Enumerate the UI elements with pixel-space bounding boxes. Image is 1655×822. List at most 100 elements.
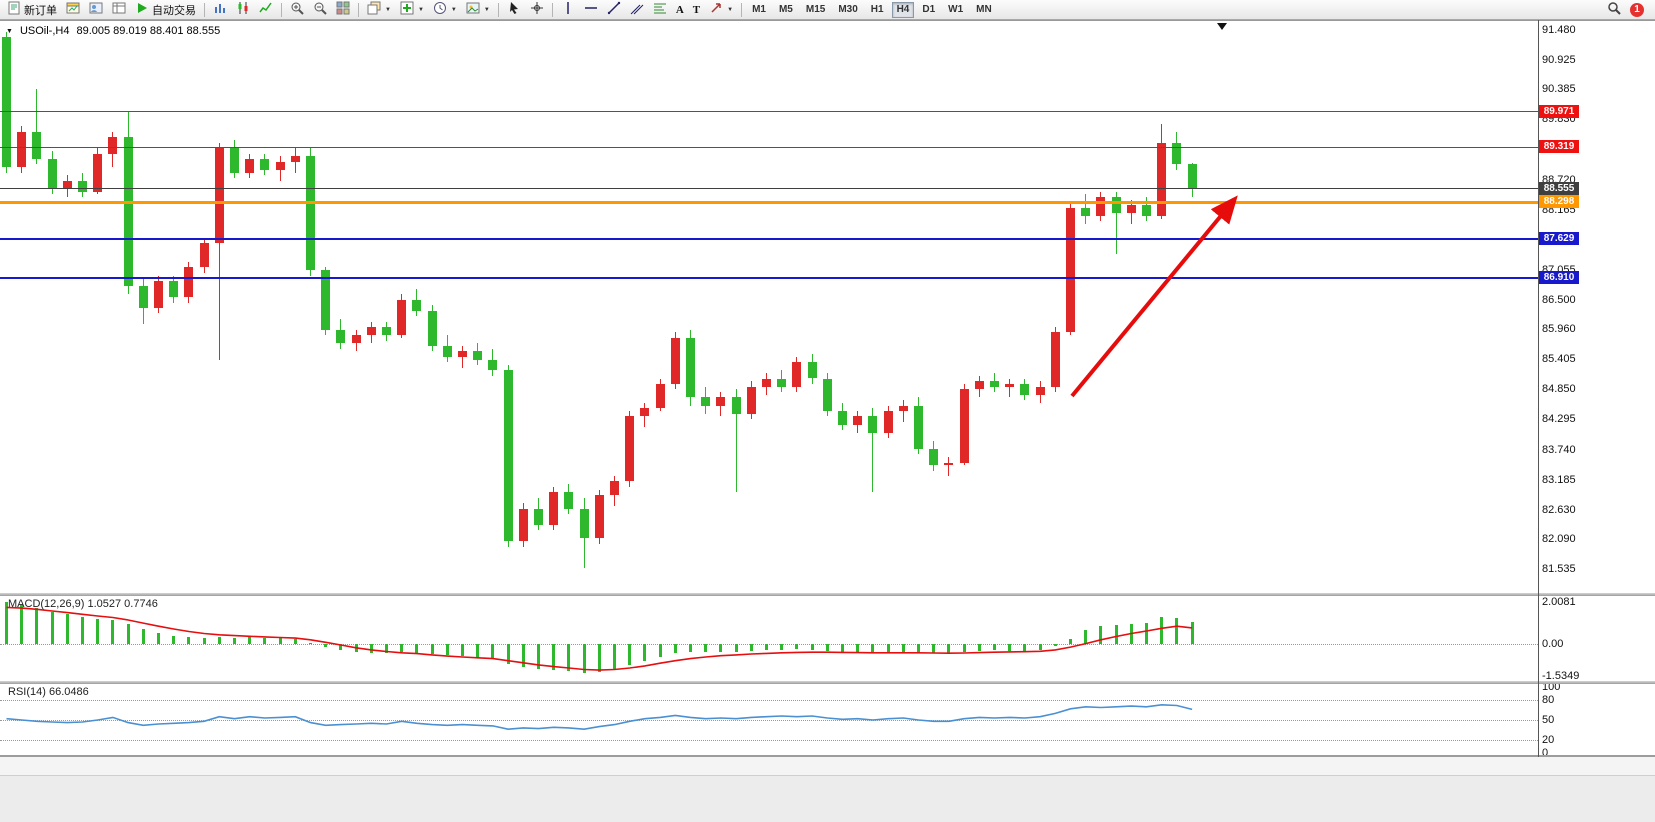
dropdown-caret-icon: ▼: [727, 6, 734, 13]
macd-histogram-bar: [1190, 622, 1194, 644]
timeframe-m30[interactable]: M30: [838, 4, 858, 15]
pane-separator-rsi[interactable]: [0, 681, 1655, 684]
template-icon: [466, 1, 480, 18]
search-icon: [1607, 1, 1621, 18]
fibonacci-button[interactable]: [649, 1, 671, 19]
candlestick-chart-button[interactable]: [232, 1, 254, 19]
text-tool-button[interactable]: A: [672, 1, 688, 19]
arrange-charts-button[interactable]: ▼: [363, 1, 395, 19]
line-chart-button[interactable]: [255, 1, 277, 19]
rsi-scale-label: 20: [1542, 733, 1555, 746]
channel-button[interactable]: [626, 1, 648, 19]
macd-histogram-bar: [1053, 644, 1057, 647]
candle: [336, 329, 346, 344]
candle: [290, 156, 300, 162]
candle-wick: [735, 389, 737, 493]
candle: [762, 378, 771, 387]
periods-button[interactable]: ▼: [429, 1, 461, 19]
timeframe-m5[interactable]: M5: [778, 4, 793, 15]
cursor-button[interactable]: [503, 1, 525, 19]
data-window-button[interactable]: [108, 1, 130, 19]
candle: [701, 397, 711, 406]
candle: [822, 378, 832, 412]
auto-trading-button-label: 自动交易: [152, 4, 196, 17]
shapes-button[interactable]: ▼: [705, 1, 737, 19]
crosshair-button[interactable]: [526, 1, 548, 19]
label-tool-button[interactable]: T: [689, 1, 704, 19]
macd-histogram-bar: [324, 644, 328, 648]
rsi-scale-label: 50: [1542, 714, 1555, 726]
price-badge-88.298: 88.298: [1539, 195, 1579, 209]
bar-chart-button[interactable]: [209, 1, 231, 19]
timeframe-d1[interactable]: D1: [922, 4, 936, 15]
hline-88.555[interactable]: [0, 188, 1538, 190]
timeframe-m15[interactable]: M15: [805, 4, 826, 15]
macd-histogram-bar: [1038, 644, 1042, 650]
price-axis-label: 84.295: [1542, 413, 1576, 426]
tile-windows-button[interactable]: [332, 1, 354, 19]
candle: [1172, 142, 1182, 165]
trendline-button[interactable]: [603, 1, 625, 19]
macd-histogram-bar: [50, 611, 54, 644]
price-axis-label: 90.925: [1542, 54, 1576, 67]
candle: [17, 131, 27, 168]
candle: [838, 411, 847, 425]
candle: [777, 378, 787, 387]
indicators-button[interactable]: ▼: [396, 1, 428, 19]
macd-histogram-bar: [141, 629, 145, 644]
price-badge-87.629: 87.629: [1539, 231, 1579, 245]
candle: [625, 416, 635, 482]
hline-86.910[interactable]: [0, 276, 1538, 279]
data-window-icon: [112, 1, 126, 18]
hline-89.319[interactable]: [0, 146, 1538, 148]
candle: [959, 389, 969, 463]
horizontal-line-button[interactable]: [580, 1, 602, 19]
macd-histogram-bar: [157, 633, 160, 644]
timeframe-h4[interactable]: H4: [891, 1, 915, 18]
pane-separator-macd[interactable]: [0, 593, 1655, 596]
toolbar-separator: [497, 2, 499, 17]
shapes-icon: [709, 1, 723, 18]
macd-histogram-bar: [1023, 644, 1027, 652]
macd-label: MACD(12,26,9) 1.0527 0.7746: [8, 598, 158, 610]
profiles-button[interactable]: [85, 1, 107, 19]
hline-87.629[interactable]: [0, 237, 1538, 240]
hline-88.298[interactable]: [0, 200, 1538, 204]
macd-histogram-bar: [977, 644, 981, 651]
candle: [351, 335, 361, 344]
hline-89.971[interactable]: [0, 111, 1538, 113]
macd-histogram-bar: [1145, 623, 1148, 644]
macd-histogram-bar: [1099, 626, 1103, 644]
zoom-in-button[interactable]: [286, 1, 308, 19]
candle: [1142, 205, 1151, 216]
price-axis-label: 82.630: [1542, 503, 1576, 516]
candle: [382, 327, 391, 336]
toolbar-separator: [358, 2, 359, 17]
chart-title: ▼ USOil-,H4 89.005 89.019 88.401 88.555: [6, 25, 220, 37]
templates-button[interactable]: ▼: [462, 1, 494, 19]
vertical-line-icon: [561, 1, 575, 18]
timeframe-mn[interactable]: MN: [976, 4, 992, 15]
candle: [412, 299, 422, 311]
timeframe-h1[interactable]: H1: [870, 4, 884, 15]
timeframe-m1[interactable]: M1: [752, 4, 766, 15]
candle: [366, 327, 376, 336]
timeframe-w1[interactable]: W1: [948, 4, 964, 15]
macd-histogram-bar: [886, 644, 890, 653]
chart-window-button[interactable]: [62, 1, 84, 19]
macd-zero-line: [0, 644, 1538, 645]
horizontal-line-icon: [584, 1, 598, 18]
macd-histogram-bar: [415, 644, 419, 653]
zoom-out-button[interactable]: [309, 1, 331, 19]
notification-badge[interactable]: 1: [1630, 2, 1644, 17]
auto-trading-button[interactable]: 自动交易: [131, 1, 200, 19]
new-order-button[interactable]: 新订单: [3, 1, 61, 19]
vertical-line-button[interactable]: [557, 1, 579, 19]
symbol-dropdown-icon[interactable]: ▼: [6, 27, 13, 35]
search-button[interactable]: [1603, 1, 1625, 19]
candle: [1035, 386, 1045, 395]
macd-histogram-bar: [582, 644, 586, 674]
time-axis[interactable]: [0, 755, 1655, 775]
macd-histogram-bar: [1175, 617, 1179, 644]
